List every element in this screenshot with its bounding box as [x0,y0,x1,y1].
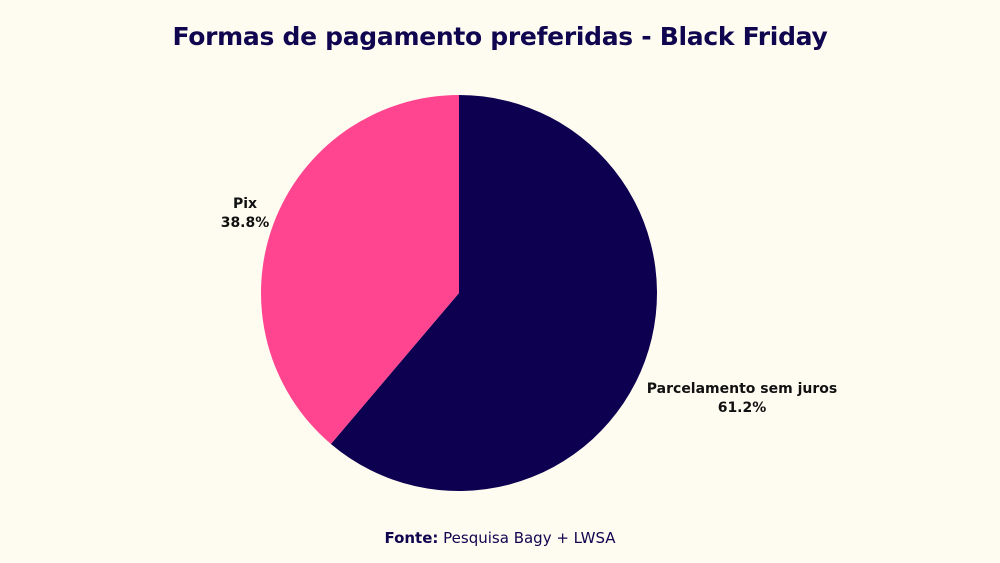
source-note: Fonte: Pesquisa Bagy + LWSA [0,529,1000,547]
source-label: Fonte: [384,529,439,547]
slice-label: Pix [232,196,258,212]
slice-label: Parcelamento sem juros [646,381,838,397]
label-parcelamento: Parcelamento sem juros 61.2% [632,380,852,418]
source-text: Pesquisa Bagy + LWSA [438,529,616,547]
slice-value: 38.8% [220,215,270,231]
slice-value: 61.2% [717,400,767,416]
chart-title: Formas de pagamento preferidas - Black F… [172,22,828,51]
pie-slice-parcelamento-sem-juros [330,95,657,492]
pie-slice-pix [261,95,459,444]
label-pix: Pix 38.8% [200,195,290,233]
